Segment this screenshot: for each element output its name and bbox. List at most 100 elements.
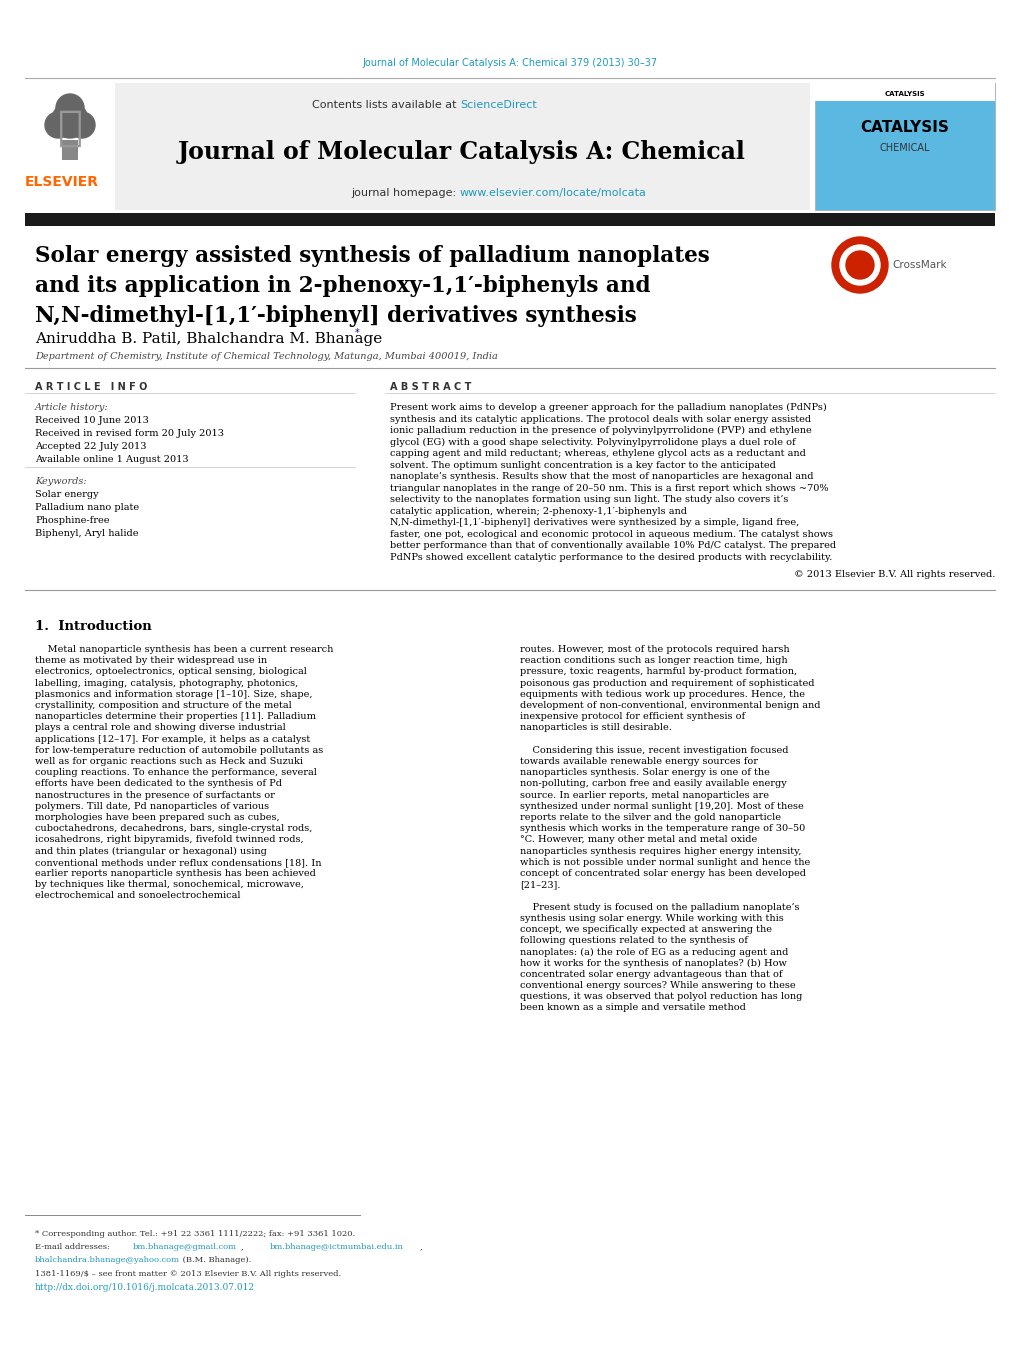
Bar (25, 213, 994, 226)
Text: +: + (854, 258, 864, 272)
Text: Journal of Molecular Catalysis A: Chemical 379 (2013) 30–37: Journal of Molecular Catalysis A: Chemic… (362, 58, 657, 68)
Text: [21–23].: [21–23]. (520, 881, 560, 889)
Text: nanoparticles is still desirable.: nanoparticles is still desirable. (520, 723, 672, 732)
Text: poisonous gas production and requirement of sophisticated: poisonous gas production and requirement… (520, 678, 814, 688)
Bar (814, 82, 994, 101)
Text: how it works for the synthesis of nanoplates? (b) How: how it works for the synthesis of nanopl… (520, 959, 786, 967)
Text: Department of Chemistry, Institute of Chemical Technology, Matunga, Mumbai 40001: Department of Chemistry, Institute of Ch… (35, 353, 497, 361)
Text: ScienceDirect: ScienceDirect (460, 100, 536, 109)
Text: http://dx.doi.org/10.1016/j.molcata.2013.07.012: http://dx.doi.org/10.1016/j.molcata.2013… (35, 1283, 255, 1292)
Text: crystallinity, composition and structure of the metal: crystallinity, composition and structure… (35, 701, 291, 711)
Text: concept of concentrated solar energy has been developed: concept of concentrated solar energy has… (520, 869, 805, 878)
Text: N,N-dimethyl-[1,1′-biphenyl] derivatives were synthesized by a simple, ligand fr: N,N-dimethyl-[1,1′-biphenyl] derivatives… (389, 517, 799, 527)
Text: Metal nanoparticle synthesis has been a current research: Metal nanoparticle synthesis has been a … (35, 644, 333, 654)
Text: CrossMark: CrossMark (892, 259, 946, 270)
Text: been known as a simple and versatile method: been known as a simple and versatile met… (520, 1004, 745, 1012)
Text: 1381-1169/$ – see front matter © 2013 Elsevier B.V. All rights reserved.: 1381-1169/$ – see front matter © 2013 El… (35, 1270, 340, 1278)
Circle shape (840, 245, 879, 285)
Text: electronics, optoelectronics, optical sensing, biological: electronics, optoelectronics, optical se… (35, 667, 307, 677)
Text: by techniques like thermal, sonochemical, microwave,: by techniques like thermal, sonochemical… (35, 881, 304, 889)
Text: Journal of Molecular Catalysis A: Chemical: Journal of Molecular Catalysis A: Chemic… (178, 141, 745, 163)
Text: concept, we specifically expected at answering the: concept, we specifically expected at ans… (520, 925, 771, 934)
Text: Solar energy: Solar energy (35, 490, 99, 499)
Text: www.elsevier.com/locate/molcata: www.elsevier.com/locate/molcata (460, 188, 646, 199)
Circle shape (45, 112, 71, 138)
Text: ,: , (420, 1243, 422, 1251)
Text: Phosphine-free: Phosphine-free (35, 516, 109, 526)
Text: ,: , (240, 1243, 244, 1251)
Text: CHEMICAL: CHEMICAL (878, 143, 929, 153)
Text: routes. However, most of the protocols required harsh: routes. However, most of the protocols r… (520, 644, 789, 654)
Text: Received 10 June 2013: Received 10 June 2013 (35, 416, 149, 426)
Text: N,N-dimethyl-[1,1′-biphenyl] derivatives synthesis: N,N-dimethyl-[1,1′-biphenyl] derivatives… (35, 305, 636, 327)
Text: nanoplates: (a) the role of EG as a reducing agent and: nanoplates: (a) the role of EG as a redu… (520, 947, 788, 957)
Text: nanoparticles synthesis requires higher energy intensity,: nanoparticles synthesis requires higher … (520, 847, 801, 855)
Text: coupling reactions. To enhance the performance, several: coupling reactions. To enhance the perfo… (35, 769, 317, 777)
Text: Solar energy assisted synthesis of palladium nanoplates: Solar energy assisted synthesis of palla… (35, 245, 709, 267)
Text: synthesis which works in the temperature range of 30–50: synthesis which works in the temperature… (520, 824, 804, 834)
Text: Available online 1 August 2013: Available online 1 August 2013 (35, 455, 189, 463)
Text: Aniruddha B. Patil, Bhalchandra M. Bhanage: Aniruddha B. Patil, Bhalchandra M. Bhana… (35, 332, 382, 346)
Circle shape (56, 95, 84, 122)
Text: nanoparticles synthesis. Solar energy is one of the: nanoparticles synthesis. Solar energy is… (520, 769, 769, 777)
Text: and thin plates (triangular or hexagonal) using: and thin plates (triangular or hexagonal… (35, 847, 267, 855)
Text: Contents lists available at: Contents lists available at (312, 100, 460, 109)
Text: inexpensive protocol for efficient synthesis of: inexpensive protocol for efficient synth… (520, 712, 745, 721)
Text: morphologies have been prepared such as cubes,: morphologies have been prepared such as … (35, 813, 279, 821)
Text: concentrated solar energy advantageous than that of: concentrated solar energy advantageous t… (520, 970, 782, 979)
Text: well as for organic reactions such as Heck and Suzuki: well as for organic reactions such as He… (35, 757, 303, 766)
Bar (115, 82, 809, 209)
Text: nanoparticles determine their properties [11]. Palladium: nanoparticles determine their properties… (35, 712, 316, 721)
Text: ⬛: ⬛ (57, 107, 83, 149)
Text: CATALYSIS: CATALYSIS (860, 120, 949, 135)
Text: A R T I C L E   I N F O: A R T I C L E I N F O (35, 382, 147, 392)
Text: Palladium nano plate: Palladium nano plate (35, 503, 139, 512)
Text: triangular nanoplates in the range of 20–50 nm. This is a first report which sho: triangular nanoplates in the range of 20… (389, 484, 827, 493)
Text: ionic palladium reduction in the presence of polyvinylpyrrolidone (PVP) and ethy: ionic palladium reduction in the presenc… (389, 426, 811, 435)
Text: bm.bhanage@gmail.com: bm.bhanage@gmail.com (132, 1243, 236, 1251)
Text: pressure, toxic reagents, harmful by-product formation,: pressure, toxic reagents, harmful by-pro… (520, 667, 796, 677)
Circle shape (69, 112, 95, 138)
Text: Article history:: Article history: (35, 403, 108, 412)
Text: towards available renewable energy sources for: towards available renewable energy sourc… (520, 757, 757, 766)
Text: Considering this issue, recent investigation focused: Considering this issue, recent investiga… (520, 746, 788, 755)
Text: electrochemical and sonoelectrochemical: electrochemical and sonoelectrochemical (35, 892, 240, 900)
Text: non-polluting, carbon free and easily available energy: non-polluting, carbon free and easily av… (520, 780, 786, 789)
Text: journal homepage:: journal homepage: (351, 188, 460, 199)
Text: Keywords:: Keywords: (35, 477, 87, 486)
Text: nanostructures in the presence of surfactants or: nanostructures in the presence of surfac… (35, 790, 274, 800)
Text: plays a central role and showing diverse industrial: plays a central role and showing diverse… (35, 723, 285, 732)
Circle shape (845, 251, 873, 280)
Text: conventional methods under reflux condensations [18]. In: conventional methods under reflux conden… (35, 858, 321, 867)
Text: earlier reports nanoparticle synthesis has been achieved: earlier reports nanoparticle synthesis h… (35, 869, 316, 878)
Text: (B.M. Bhanage).: (B.M. Bhanage). (179, 1256, 251, 1265)
Text: polymers. Till date, Pd nanoparticles of various: polymers. Till date, Pd nanoparticles of… (35, 801, 269, 811)
Text: applications [12–17]. For example, it helps as a catalyst: applications [12–17]. For example, it he… (35, 735, 310, 743)
Text: which is not possible under normal sunlight and hence the: which is not possible under normal sunli… (520, 858, 809, 867)
Text: plasmonics and information storage [1–10]. Size, shape,: plasmonics and information storage [1–10… (35, 690, 312, 698)
Text: ELSEVIER: ELSEVIER (25, 176, 99, 189)
Text: conventional energy sources? While answering to these: conventional energy sources? While answe… (520, 981, 795, 990)
Bar (25, 82, 115, 173)
Text: Biphenyl, Aryl halide: Biphenyl, Aryl halide (35, 530, 139, 538)
Text: Accepted 22 July 2013: Accepted 22 July 2013 (35, 442, 147, 451)
Text: Present study is focused on the palladium nanoplate’s: Present study is focused on the palladiu… (520, 902, 799, 912)
Text: * Corresponding author. Tel.: +91 22 3361 1111/2222; fax: +91 3361 1020.: * Corresponding author. Tel.: +91 22 336… (35, 1229, 355, 1238)
Text: questions, it was observed that polyol reduction has long: questions, it was observed that polyol r… (520, 992, 802, 1001)
Text: 1.  Introduction: 1. Introduction (35, 620, 152, 634)
Bar (814, 82, 994, 209)
Text: labelling, imaging, catalysis, photography, photonics,: labelling, imaging, catalysis, photograp… (35, 678, 298, 688)
Text: better performance than that of conventionally available 10% Pd/C catalyst. The : better performance than that of conventi… (389, 540, 836, 550)
Text: icosahedrons, right bipyramids, fivefold twinned rods,: icosahedrons, right bipyramids, fivefold… (35, 835, 304, 844)
Text: efforts have been dedicated to the synthesis of Pd: efforts have been dedicated to the synth… (35, 780, 281, 789)
Text: catalytic application, wherein; 2-phenoxy-1,1′-biphenyls and: catalytic application, wherein; 2-phenox… (389, 507, 687, 516)
Text: theme as motivated by their widespread use in: theme as motivated by their widespread u… (35, 657, 267, 665)
Circle shape (52, 101, 88, 138)
Text: synthesis and its catalytic applications. The protocol deals with solar energy a: synthesis and its catalytic applications… (389, 415, 810, 423)
Text: equipments with tedious work up procedures. Hence, the: equipments with tedious work up procedur… (520, 690, 804, 698)
Text: glycol (EG) with a good shape selectivity. Polyvinylpyrrolidone plays a duel rol: glycol (EG) with a good shape selectivit… (389, 438, 795, 447)
Text: selectivity to the nanoplates formation using sun light. The study also covers i: selectivity to the nanoplates formation … (389, 494, 788, 504)
Text: PdNPs showed excellent catalytic performance to the desired products with recycl: PdNPs showed excellent catalytic perform… (389, 553, 832, 562)
Text: capping agent and mild reductant; whereas, ethylene glycol acts as a reductant a: capping agent and mild reductant; wherea… (389, 449, 805, 458)
Text: °C. However, many other metal and metal oxide: °C. However, many other metal and metal … (520, 835, 756, 844)
